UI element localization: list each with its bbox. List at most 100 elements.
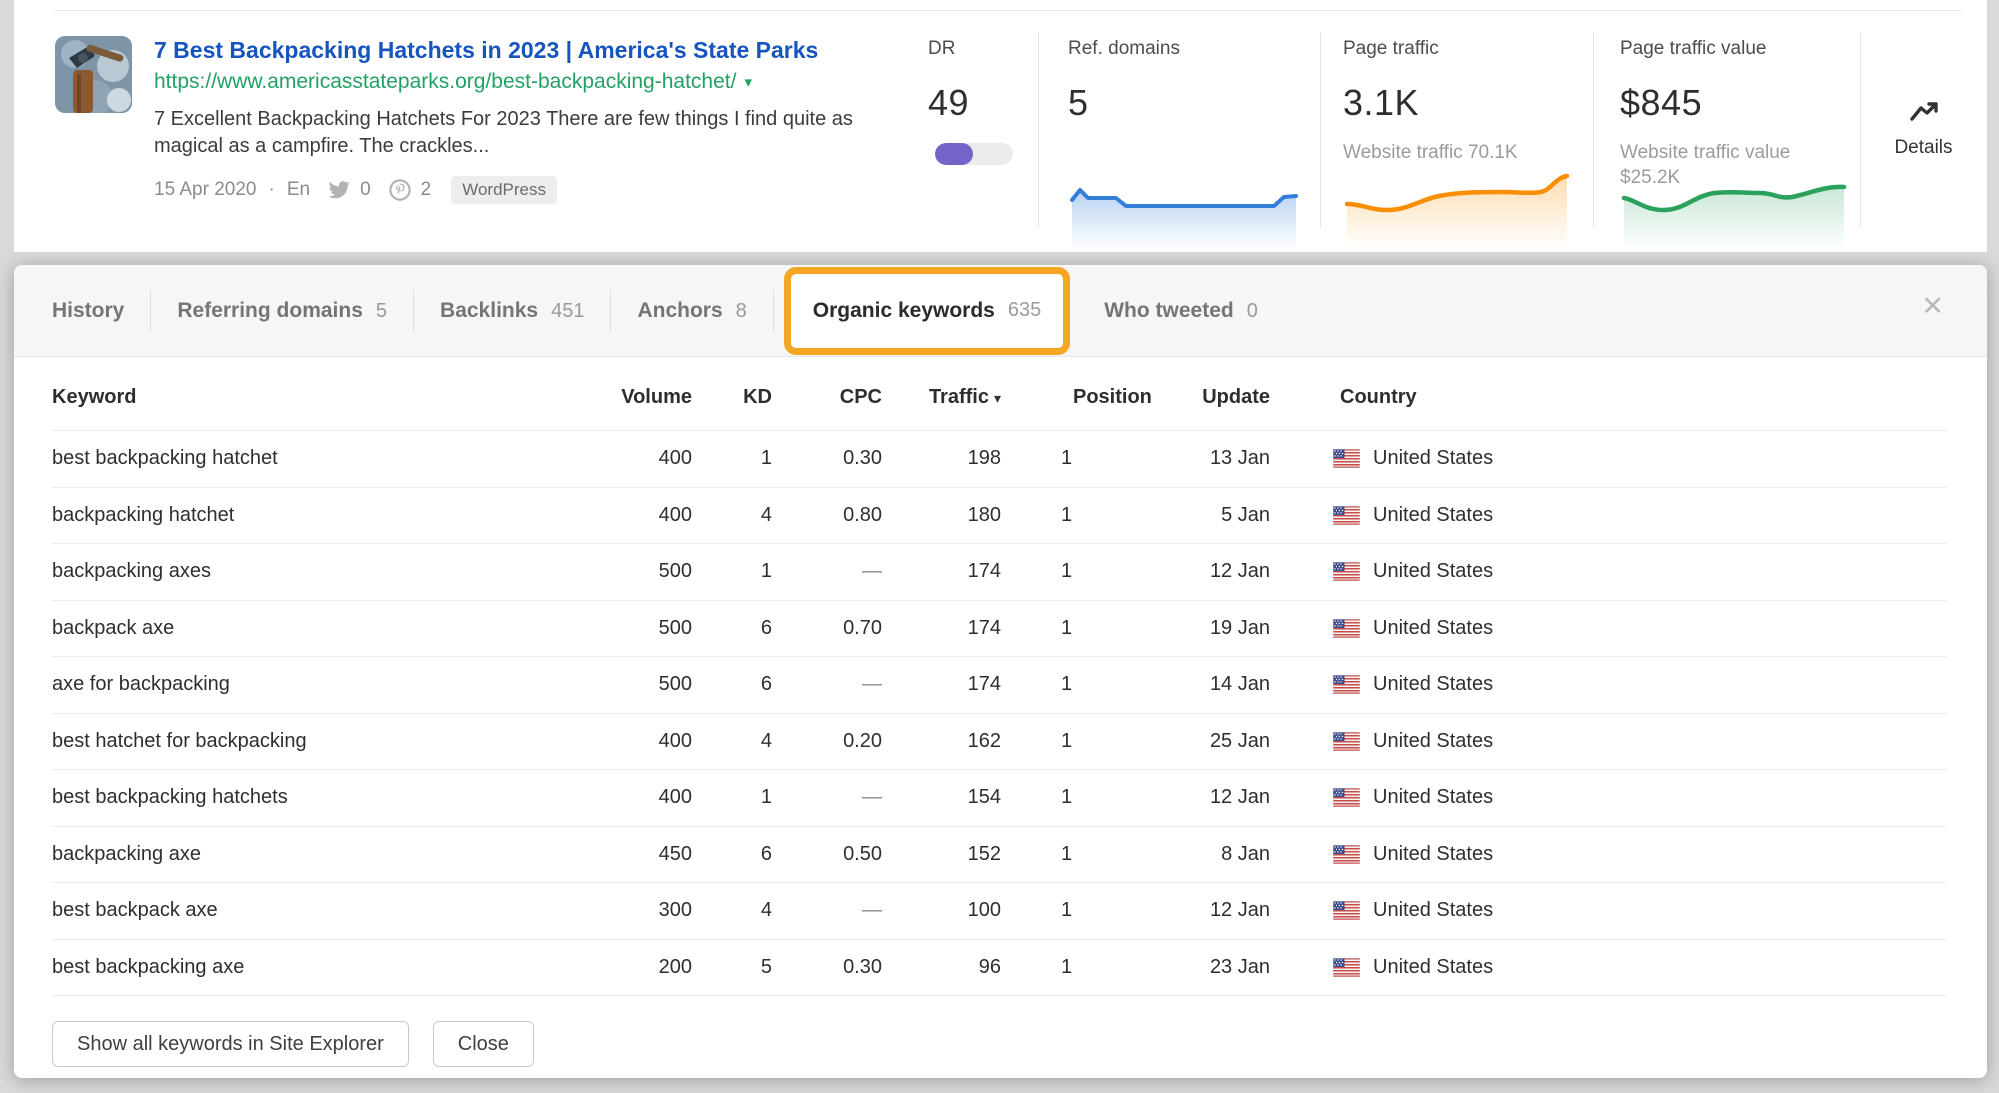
metric-divider [1320, 32, 1321, 228]
update-cell: 8 Jan [1221, 842, 1270, 865]
position-cell: 1 [1061, 786, 1073, 809]
result-url-link[interactable]: https://www.americasstateparks.org/best-… [154, 70, 737, 93]
kd-cell: 1 [760, 447, 772, 470]
tab-bar: History Referring domains 5 Backlinks 45… [14, 265, 1987, 357]
result-language: En [286, 179, 311, 200]
country-cell: United States [1270, 504, 1947, 527]
keyword-cell: backpack axe [52, 616, 175, 639]
page-traffic-value-label: Page traffic value [1620, 38, 1767, 59]
keywords-table: Keyword Volume KD CPC Traffic ▾ Position … [52, 357, 1947, 996]
keyword-cell: backpacking hatchet [52, 503, 235, 526]
cpc-cell: 0.70 [843, 616, 882, 639]
update-cell: 14 Jan [1209, 673, 1270, 696]
result-title-link[interactable]: 7 Best Backpacking Hatchets in 2023 | Am… [154, 37, 819, 63]
position-cell: 1 [1061, 673, 1073, 696]
col-header-country[interactable]: Country [1340, 386, 1417, 408]
page-traffic-value-sparkline [1621, 184, 1847, 252]
details-label: Details [1894, 137, 1953, 158]
tab-backlinks[interactable]: Backlinks 451 [440, 298, 585, 322]
cpc-cell: — [862, 786, 882, 809]
traffic-cell: 174 [967, 560, 1001, 583]
volume-cell: 500 [658, 616, 692, 639]
traffic-cell: 174 [967, 616, 1001, 639]
table-row: best backpack axe 300 4 — 100 1 12 Jan United S… [52, 883, 1947, 940]
country-name: United States [1373, 616, 1494, 639]
ref-domains-sparkline [1070, 188, 1298, 250]
col-header-cpc[interactable]: CPC [839, 386, 882, 408]
position-cell: 1 [1061, 616, 1073, 639]
traffic-cell: 100 [967, 899, 1001, 922]
col-header-volume[interactable]: Volume [621, 386, 692, 408]
country-cell: United States [1270, 673, 1947, 696]
details-button[interactable]: Details [1860, 32, 1987, 228]
update-cell: 12 Jan [1209, 560, 1270, 583]
tab-separator [772, 289, 774, 332]
url-dropdown-caret[interactable]: ▾ [744, 74, 752, 91]
kd-cell: 6 [760, 842, 772, 865]
show-all-keywords-button[interactable]: Show all keywords in Site Explorer [52, 1021, 409, 1067]
twitter-count: 0 [360, 179, 371, 200]
tab-referring-domains[interactable]: Referring domains 5 [177, 298, 388, 322]
tab-history[interactable]: History [52, 298, 125, 322]
keyword-cell: best backpacking axe [52, 955, 245, 978]
traffic-cell: 152 [967, 842, 1001, 865]
volume-cell: 450 [658, 842, 692, 865]
position-cell: 1 [1061, 729, 1073, 752]
volume-cell: 400 [658, 729, 692, 752]
pinterest-count: 2 [420, 179, 432, 200]
kd-cell: 4 [760, 899, 772, 922]
tab-who-tweeted[interactable]: Who tweeted 0 [1104, 298, 1258, 322]
cpc-cell: 0.30 [843, 447, 882, 470]
country-name: United States [1373, 955, 1494, 978]
sort-caret-icon: ▾ [993, 390, 1001, 406]
close-icon[interactable]: ✕ [1921, 291, 1944, 321]
result-description: 7 Excellent Backpacking Hatchets For 202… [154, 108, 853, 157]
metric-divider [1860, 32, 1861, 228]
update-cell: 25 Jan [1209, 729, 1270, 752]
cpc-cell: 0.20 [843, 729, 882, 752]
keyword-cell: best backpacking hatchet [52, 447, 278, 470]
country-cell: United States [1270, 843, 1947, 866]
close-button[interactable]: Close [432, 1021, 534, 1067]
cpc-cell: 0.50 [843, 842, 882, 865]
country-cell: United States [1270, 786, 1947, 809]
pinterest-icon [388, 179, 411, 201]
tab-anchors[interactable]: Anchors 8 [637, 298, 747, 322]
volume-cell: 400 [658, 447, 692, 470]
kd-cell: 4 [760, 729, 772, 752]
metric-page-traffic: Page traffic 3.1K Website traffic 70.1K [1343, 38, 1518, 165]
metric-divider [1038, 32, 1039, 228]
keyword-cell: axe for backpacking [52, 673, 230, 696]
position-cell: 1 [1061, 842, 1073, 865]
cpc-cell: 0.30 [843, 955, 882, 978]
dr-bar [935, 143, 1013, 165]
us-flag-icon [1333, 675, 1360, 695]
tab-organic-keywords[interactable]: Organic keywords 635 [783, 266, 1071, 355]
tab-separator [413, 289, 415, 332]
dr-label: DR [928, 38, 956, 59]
country-cell: United States [1270, 560, 1947, 583]
country-name: United States [1373, 447, 1494, 470]
col-header-traffic[interactable]: Traffic ▾ [928, 386, 1001, 408]
cpc-cell: — [862, 560, 882, 583]
table-row: axe for backpacking 500 6 — 174 1 14 Jan United… [52, 657, 1947, 714]
tab-separator [150, 289, 152, 332]
us-flag-icon [1333, 788, 1360, 808]
col-header-update[interactable]: Update [1202, 386, 1270, 408]
col-header-keyword[interactable]: Keyword [52, 386, 137, 408]
meta-separator: · [268, 179, 275, 200]
tab-separator [610, 289, 612, 332]
col-header-position[interactable]: Position [1073, 386, 1152, 408]
kd-cell: 5 [760, 955, 772, 978]
result-date: 15 Apr 2020 [154, 179, 257, 200]
update-cell: 19 Jan [1209, 616, 1270, 639]
traffic-cell: 174 [967, 673, 1001, 696]
result-thumbnail [55, 36, 132, 113]
us-flag-icon [1333, 844, 1360, 864]
table-row: best hatchet for backpacking 400 4 0.20 162 1… [52, 714, 1947, 770]
col-header-kd[interactable]: KD [743, 386, 772, 408]
page-traffic-label: Page traffic [1343, 38, 1439, 59]
country-name: United States [1373, 729, 1494, 752]
position-cell: 1 [1061, 447, 1073, 470]
